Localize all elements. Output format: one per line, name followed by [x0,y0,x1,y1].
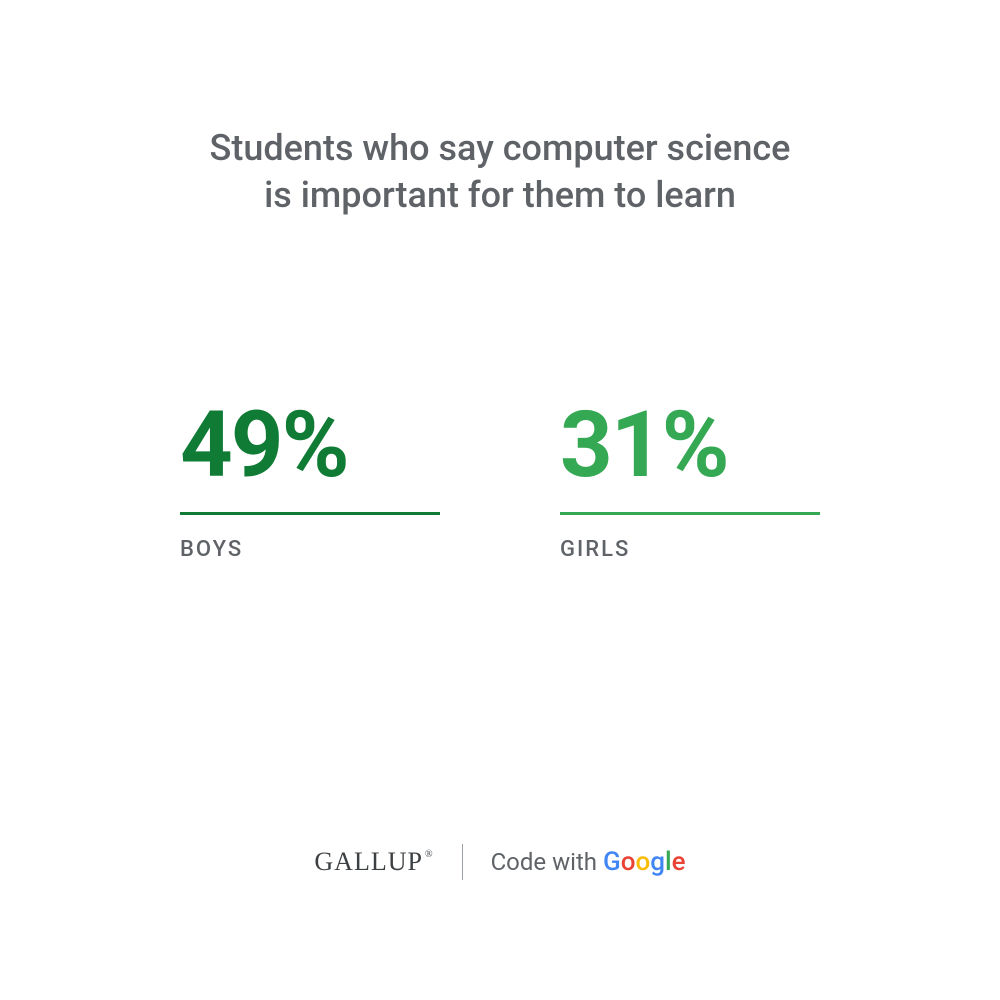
stat-value-girls: 31% [560,400,728,492]
google-letter-o1: o [621,847,636,877]
page-title: Students who say computer science is imp… [0,125,1000,219]
stat-rule-girls [560,512,820,515]
title-line-1: Students who say computer science [0,125,1000,172]
gallup-registered: ® [425,849,434,860]
google-letter-g1: G [603,847,621,877]
stat-label-boys: BOYS [180,537,243,562]
code-with-google: Code with G o o g l e [491,847,686,877]
codewith-prefix: Code with [491,848,597,876]
title-line-2: is important for them to learn [0,172,1000,219]
stat-label-girls: GIRLS [560,537,630,562]
google-letter-g2: g [650,847,665,877]
footer: GALLUP ® Code with G o o g l e [0,844,1000,880]
google-letter-o2: o [636,847,651,877]
gallup-logo: GALLUP ® [314,847,433,877]
stats-row: 49% BOYS 31% GIRLS [0,400,1000,562]
infographic-container: Students who say computer science is imp… [0,0,1000,1000]
stat-value-boys: 49% [180,400,348,492]
gallup-text: GALLUP [314,847,423,877]
google-letter-e: e [672,847,686,877]
stat-block-boys: 49% BOYS [180,400,440,562]
stat-block-girls: 31% GIRLS [560,400,820,562]
google-letter-l: l [665,847,672,877]
google-logo: G o o g l e [603,847,686,877]
stat-rule-boys [180,512,440,515]
footer-divider [462,844,463,880]
